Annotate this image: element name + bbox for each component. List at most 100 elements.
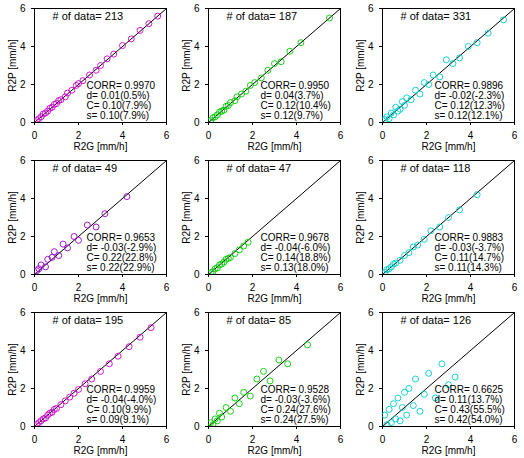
svg-text:2: 2	[194, 79, 200, 90]
svg-text:CORR= 0.9678d= -0.04(-6.0%)C=: CORR= 0.9678d= -0.04(-6.0%)C= 0.14(18.8%…	[261, 232, 331, 273]
svg-text:0: 0	[32, 434, 38, 445]
svg-text:R2G [mm/h]: R2G [mm/h]	[422, 445, 476, 456]
svg-text:# of data= 118: # of data= 118	[401, 162, 471, 174]
svg-text:R2P [mm/h]: R2P [mm/h]	[181, 191, 192, 244]
svg-text:2: 2	[424, 130, 430, 141]
svg-text:R2P [mm/h]: R2P [mm/h]	[7, 191, 18, 244]
svg-text:CORR= 0.9959d= -0.04(-4.0%)C=: CORR= 0.9959d= -0.04(-4.0%)C= 0.10(9.9%)…	[87, 384, 157, 425]
svg-text:R2G [mm/h]: R2G [mm/h]	[248, 141, 302, 152]
svg-text:0: 0	[206, 282, 212, 293]
svg-text:4: 4	[20, 345, 26, 356]
svg-text:0: 0	[368, 269, 374, 280]
svg-text:6: 6	[194, 307, 200, 318]
svg-text:6: 6	[512, 282, 518, 293]
svg-text:6: 6	[194, 3, 200, 14]
svg-text:CORR= 0.9883d= -0.03(-3.7%)C=: CORR= 0.9883d= -0.03(-3.7%)C= 0.11(14.7%…	[435, 232, 505, 273]
svg-text:# of data= 85: # of data= 85	[227, 314, 292, 326]
svg-text:6: 6	[338, 434, 344, 445]
svg-text:6: 6	[338, 130, 344, 141]
svg-text:CORR= 0.6625d= 0.11(13.7%)C= 0: CORR= 0.6625d= 0.11(13.7%)C= 0.43(55.5%)…	[435, 384, 505, 425]
svg-text:2: 2	[368, 231, 374, 242]
svg-text:0: 0	[368, 421, 374, 432]
svg-text:6: 6	[164, 282, 170, 293]
svg-text:0: 0	[20, 117, 26, 128]
svg-text:R2P [mm/h]: R2P [mm/h]	[7, 343, 18, 396]
svg-text:0: 0	[206, 130, 212, 141]
svg-text:4: 4	[120, 434, 126, 445]
svg-text:2: 2	[194, 383, 200, 394]
svg-text:2: 2	[250, 282, 256, 293]
svg-text:4: 4	[194, 345, 200, 356]
svg-text:2: 2	[424, 434, 430, 445]
svg-text:# of data= 331: # of data= 331	[401, 10, 472, 22]
svg-text:6: 6	[368, 307, 374, 318]
svg-text:6: 6	[368, 155, 374, 166]
svg-text:4: 4	[20, 193, 26, 204]
svg-text:CORR= 0.9528d= -0.03(-3.6%)C=: CORR= 0.9528d= -0.03(-3.6%)C= 0.24(27.6%…	[261, 384, 331, 425]
svg-text:0: 0	[194, 421, 200, 432]
svg-text:CORR= 0.9896d= -0.02(-2.3%)C=: CORR= 0.9896d= -0.02(-2.3%)C= 0.12(12.3%…	[435, 80, 505, 121]
svg-text:2: 2	[76, 434, 82, 445]
svg-text:4: 4	[368, 41, 374, 52]
svg-text:2: 2	[368, 383, 374, 394]
svg-text:R2G [mm/h]: R2G [mm/h]	[74, 141, 128, 152]
svg-text:R2P [mm/h]: R2P [mm/h]	[355, 191, 366, 244]
svg-text:2: 2	[20, 231, 26, 242]
svg-text:6: 6	[512, 434, 518, 445]
svg-text:0: 0	[206, 434, 212, 445]
svg-text:6: 6	[20, 307, 26, 318]
svg-text:R2G [mm/h]: R2G [mm/h]	[248, 445, 302, 456]
svg-text:R2G [mm/h]: R2G [mm/h]	[248, 293, 302, 304]
svg-text:R2P [mm/h]: R2P [mm/h]	[181, 39, 192, 92]
svg-text:6: 6	[20, 3, 26, 14]
svg-text:0: 0	[194, 269, 200, 280]
svg-text:0: 0	[20, 269, 26, 280]
svg-text:4: 4	[368, 345, 374, 356]
svg-text:2: 2	[76, 130, 82, 141]
svg-text:4: 4	[294, 434, 300, 445]
svg-text:4: 4	[468, 282, 474, 293]
svg-text:4: 4	[194, 193, 200, 204]
svg-text:# of data= 187: # of data= 187	[227, 10, 298, 22]
svg-text:2: 2	[424, 282, 430, 293]
svg-text:4: 4	[368, 193, 374, 204]
svg-text:R2G [mm/h]: R2G [mm/h]	[74, 445, 128, 456]
svg-text:R2P [mm/h]: R2P [mm/h]	[7, 39, 18, 92]
svg-text:R2G [mm/h]: R2G [mm/h]	[422, 293, 476, 304]
svg-text:R2P [mm/h]: R2P [mm/h]	[355, 39, 366, 92]
svg-text:2: 2	[194, 231, 200, 242]
svg-text:0: 0	[32, 282, 38, 293]
svg-text:R2G [mm/h]: R2G [mm/h]	[74, 293, 128, 304]
svg-text:0: 0	[380, 130, 386, 141]
svg-text:2: 2	[76, 282, 82, 293]
svg-text:4: 4	[294, 282, 300, 293]
svg-text:2: 2	[20, 79, 26, 90]
svg-text:0: 0	[32, 130, 38, 141]
svg-text:4: 4	[294, 130, 300, 141]
svg-text:6: 6	[368, 3, 374, 14]
svg-text:# of data= 213: # of data= 213	[53, 10, 124, 22]
svg-text:4: 4	[468, 434, 474, 445]
svg-text:6: 6	[164, 130, 170, 141]
svg-text:4: 4	[194, 41, 200, 52]
svg-text:R2P [mm/h]: R2P [mm/h]	[355, 343, 366, 396]
svg-text:4: 4	[468, 130, 474, 141]
svg-text:CORR= 0.9950d= 0.04(3.7%)C= 0.: CORR= 0.9950d= 0.04(3.7%)C= 0.12(10.4%)s…	[261, 80, 331, 121]
svg-text:6: 6	[194, 155, 200, 166]
svg-text:# of data= 126: # of data= 126	[401, 314, 472, 326]
svg-text:0: 0	[380, 434, 386, 445]
svg-text:2: 2	[368, 79, 374, 90]
svg-text:4: 4	[120, 282, 126, 293]
svg-text:# of data= 195: # of data= 195	[53, 314, 124, 326]
svg-text:# of data= 47: # of data= 47	[227, 162, 292, 174]
svg-text:6: 6	[20, 155, 26, 166]
svg-text:0: 0	[368, 117, 374, 128]
svg-text:0: 0	[194, 117, 200, 128]
svg-text:2: 2	[250, 434, 256, 445]
svg-text:0: 0	[20, 421, 26, 432]
svg-text:R2P [mm/h]: R2P [mm/h]	[181, 343, 192, 396]
svg-text:6: 6	[338, 282, 344, 293]
svg-text:R2G [mm/h]: R2G [mm/h]	[422, 141, 476, 152]
svg-text:2: 2	[250, 130, 256, 141]
svg-text:4: 4	[20, 41, 26, 52]
